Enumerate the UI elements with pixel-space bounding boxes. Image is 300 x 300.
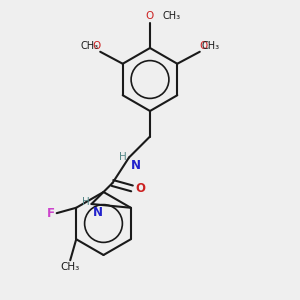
Text: CH₃: CH₃ (61, 262, 80, 272)
Text: N: N (93, 206, 103, 218)
Text: H: H (119, 152, 127, 162)
Text: CH₃: CH₃ (81, 41, 99, 51)
Text: CH₃: CH₃ (163, 11, 181, 21)
Text: O: O (200, 41, 208, 51)
Text: N: N (130, 159, 140, 172)
Text: H: H (82, 196, 90, 207)
Text: F: F (47, 207, 55, 220)
Text: O: O (92, 41, 100, 51)
Text: CH₃: CH₃ (201, 41, 219, 51)
Text: O: O (146, 11, 154, 21)
Text: O: O (136, 182, 146, 195)
